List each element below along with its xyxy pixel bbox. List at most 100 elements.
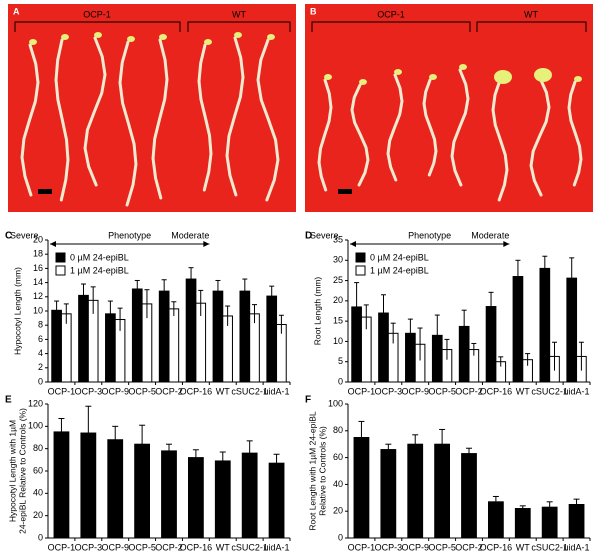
x-tick-label: cSUC2-1 bbox=[231, 542, 268, 552]
legend-swatch bbox=[355, 252, 366, 263]
x-tick-label: OCP-9 bbox=[101, 386, 129, 396]
panel-letter: C bbox=[5, 231, 12, 242]
y-tick-label: 80 bbox=[333, 425, 343, 435]
group-label: OCP-1 bbox=[83, 9, 111, 19]
bar bbox=[60, 313, 72, 383]
arrowhead bbox=[50, 241, 56, 247]
bar bbox=[539, 267, 551, 383]
y-tick-label: 35 bbox=[333, 234, 343, 244]
y-tick-label: 120 bbox=[28, 398, 43, 408]
x-tick-label: OCP-3 bbox=[75, 542, 103, 552]
seedling bbox=[350, 83, 370, 187]
x-tick-label: OCP-1 bbox=[348, 386, 376, 396]
y-axis-label: Hypocotyl Length with 1µM bbox=[7, 420, 17, 522]
y-tick-label: 8 bbox=[38, 320, 43, 330]
y-tick-label: 20 bbox=[333, 295, 343, 305]
bracket bbox=[14, 21, 181, 32]
x-tick-label: uidA-1 bbox=[564, 542, 590, 552]
seedling bbox=[567, 80, 583, 187]
panel-letter: A bbox=[13, 6, 20, 16]
y-tick-label: 10 bbox=[333, 336, 343, 346]
x-tick-label: WT bbox=[516, 386, 530, 396]
y-tick-label: 10 bbox=[33, 305, 43, 315]
y-tick-label: 60 bbox=[33, 465, 43, 475]
x-tick-label: OCP-2 bbox=[455, 386, 483, 396]
y-tick-label: 40 bbox=[333, 479, 343, 489]
seedling bbox=[386, 73, 404, 182]
annotation: Phenotype bbox=[408, 230, 451, 240]
y-tick-label: 0 bbox=[338, 532, 343, 542]
panel-letter: E bbox=[5, 395, 12, 406]
x-tick-label: OCP-2 bbox=[155, 542, 183, 552]
y-axis-label: Root Length with 1µM 24-epiBL bbox=[307, 411, 317, 531]
y-tick-label: 60 bbox=[333, 452, 343, 462]
x-tick-label: OCP-3 bbox=[75, 386, 103, 396]
x-tick-label: OCP-1 bbox=[48, 542, 76, 552]
x-tick-label: OCP-9 bbox=[401, 386, 429, 396]
arrowhead bbox=[203, 241, 210, 247]
cotyledon bbox=[429, 74, 437, 80]
y-tick-label: 0 bbox=[38, 532, 43, 542]
group-label: WT bbox=[232, 9, 246, 19]
x-tick-label: OCP-5 bbox=[128, 386, 156, 396]
panel-letter: F bbox=[305, 395, 311, 406]
bracket bbox=[187, 21, 291, 32]
bar bbox=[51, 309, 62, 383]
cotyledon bbox=[159, 34, 167, 40]
seedling bbox=[450, 68, 470, 187]
cotyledon bbox=[359, 79, 367, 85]
bar bbox=[168, 308, 180, 383]
x-tick-label: OCP-3 bbox=[375, 542, 403, 552]
x-tick-label: WT bbox=[216, 386, 230, 396]
x-tick-label: uidA-1 bbox=[264, 386, 290, 396]
bar bbox=[266, 295, 278, 383]
cotyledon bbox=[234, 32, 242, 38]
annotation: Severe bbox=[310, 230, 339, 240]
x-tick-label: OCP-16 bbox=[180, 386, 213, 396]
bar bbox=[249, 313, 260, 383]
y-axis-label: Root Length (mm) bbox=[312, 277, 322, 346]
y-tick-label: 16 bbox=[33, 263, 43, 273]
cotyledon bbox=[267, 34, 275, 40]
legend-label: 1 µM 24-epiBL bbox=[370, 265, 429, 275]
seedling bbox=[317, 78, 333, 192]
seedling bbox=[20, 43, 40, 197]
cotyledon bbox=[94, 32, 102, 38]
y-tick-label: 20 bbox=[333, 506, 343, 516]
legend-label: 1 µM 24-epiBL bbox=[70, 265, 129, 275]
bar bbox=[187, 457, 204, 539]
seedling bbox=[225, 36, 245, 197]
seedling bbox=[118, 40, 138, 207]
legend-swatch bbox=[55, 265, 66, 276]
bar bbox=[487, 501, 504, 539]
x-tick-label: OCP-16 bbox=[480, 386, 513, 396]
x-tick-label: OCP-5 bbox=[128, 542, 156, 552]
y-tick-label: 12 bbox=[33, 291, 43, 301]
y-tick-label: 20 bbox=[33, 510, 43, 520]
y-tick-label: 30 bbox=[333, 255, 343, 265]
photo-a bbox=[8, 4, 296, 212]
y-tick-label: 0 bbox=[38, 376, 43, 386]
bracket bbox=[476, 21, 587, 32]
y-tick-label: 4 bbox=[38, 348, 43, 358]
y-tick-label: 18 bbox=[33, 249, 43, 259]
bar bbox=[78, 294, 89, 383]
seedling bbox=[422, 78, 438, 177]
cotyledon bbox=[494, 70, 512, 84]
y-tick-label: 80 bbox=[33, 443, 43, 453]
bar bbox=[185, 278, 197, 383]
seedling bbox=[151, 38, 169, 200]
x-tick-label: cSUC2-1 bbox=[531, 386, 568, 396]
x-tick-label: OCP-2 bbox=[155, 386, 183, 396]
x-tick-label: OCP-9 bbox=[401, 542, 429, 552]
cotyledon bbox=[61, 34, 69, 40]
panel-letter: D bbox=[305, 231, 312, 242]
bar bbox=[407, 443, 424, 539]
y-tick-label: 6 bbox=[38, 334, 43, 344]
legend-label: 0 µM 24-epiBL bbox=[70, 252, 129, 262]
annotation: Moderate bbox=[171, 230, 209, 240]
bar bbox=[53, 431, 70, 539]
y-tick-label: 15 bbox=[333, 316, 343, 326]
arrowhead bbox=[350, 241, 356, 247]
